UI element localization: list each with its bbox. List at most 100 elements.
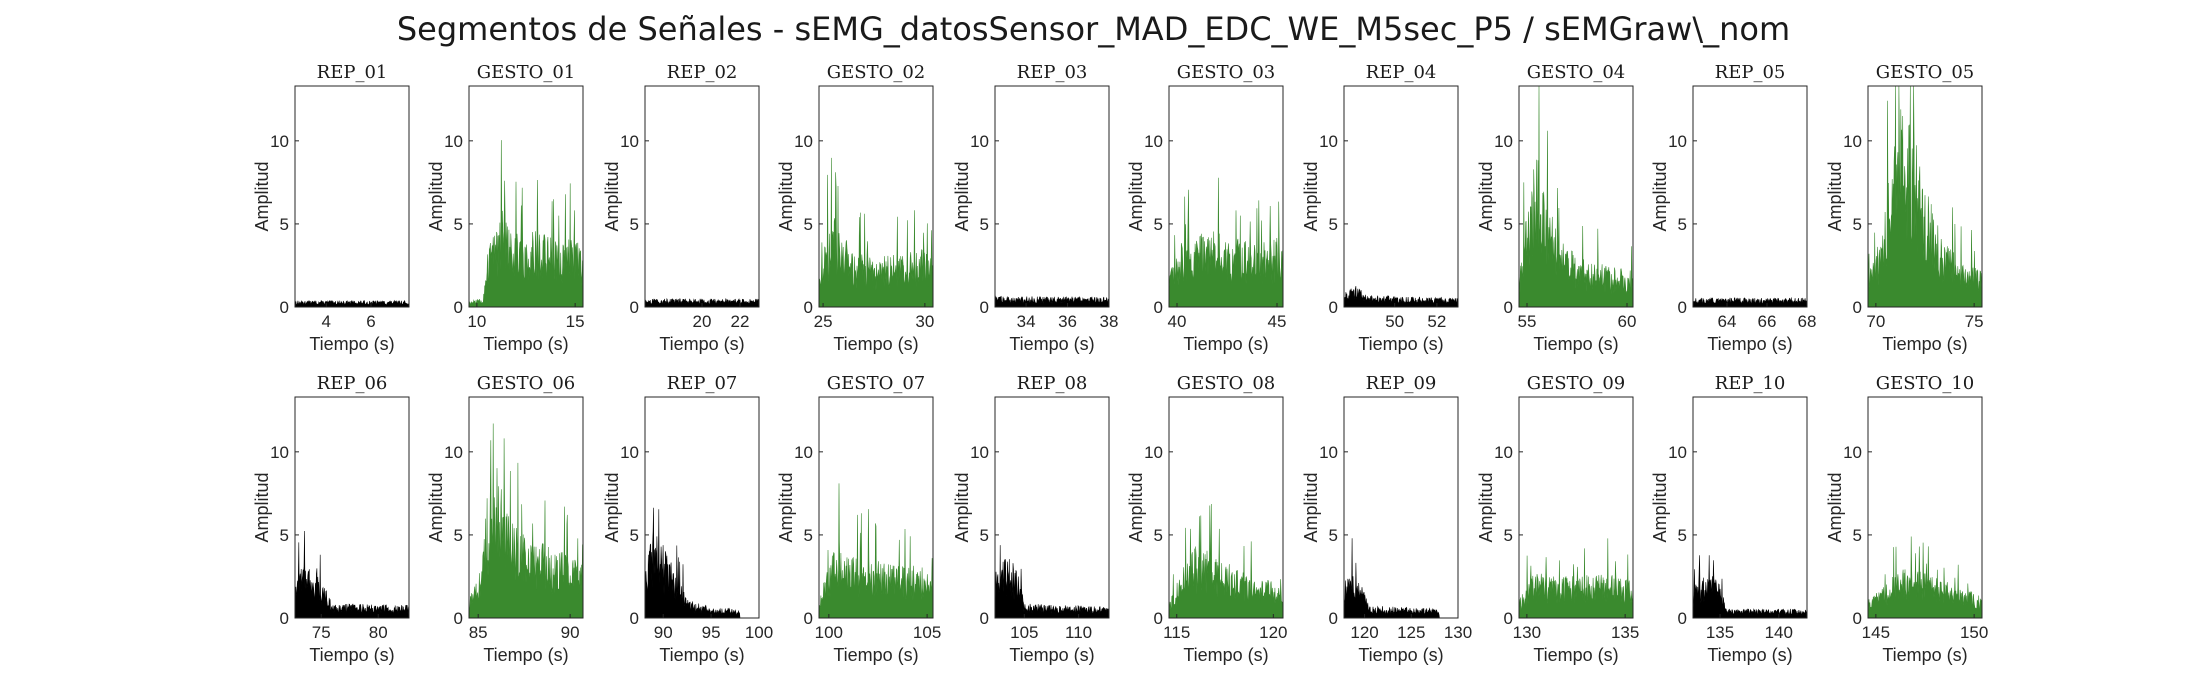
y-axis-label: Amplitud xyxy=(602,472,622,542)
x-tick-label: 50 xyxy=(1385,312,1404,331)
x-tick-label: 125 xyxy=(1397,623,1425,642)
y-tick-label: 0 xyxy=(1154,609,1163,628)
y-tick-label: 0 xyxy=(1154,298,1163,317)
axes-box xyxy=(644,85,760,308)
x-tick-label: 135 xyxy=(1611,623,1639,642)
y-axis-label: Amplitud xyxy=(776,472,796,542)
x-tick-label: 30 xyxy=(915,312,934,331)
y-tick-label: 0 xyxy=(1853,609,1862,628)
y-tick-label: 10 xyxy=(444,443,463,462)
axes-box xyxy=(1518,396,1634,619)
subplot-rep-04: REP_04 0 5 10 50 52 Tiempo (s) Amplitud xyxy=(1301,62,1459,354)
y-tick-label: 5 xyxy=(1329,215,1338,234)
y-tick-label: 0 xyxy=(454,298,463,317)
subplot-rep-05: REP_05 0 5 10 64 66 68 Tiempo (s) Amplitud xyxy=(1650,62,1816,354)
x-tick-label: 64 xyxy=(1718,312,1737,331)
subplot-title: GESTO_10 xyxy=(1876,373,1975,394)
signal-trace xyxy=(1518,85,1634,308)
subplot-title: REP_04 xyxy=(1366,62,1437,83)
y-tick-label: 0 xyxy=(804,298,813,317)
x-axis-label: Tiempo (s) xyxy=(483,645,568,665)
y-tick-label: 0 xyxy=(630,609,639,628)
subplot-gesto-07: GESTO_07 0 5 10 100 105 Tiempo (s) Amplitud xyxy=(776,373,941,665)
subplot-rep-08: REP_08 0 5 10 105 110 Tiempo (s) Amplitud xyxy=(952,373,1110,665)
subplot-title: GESTO_06 xyxy=(477,373,576,394)
y-tick-label: 5 xyxy=(1154,526,1163,545)
signal-trace xyxy=(1867,85,1983,308)
axes-box xyxy=(1867,85,1983,308)
subplot-rep-10: REP_10 0 5 10 135 140 Tiempo (s) Amplitud xyxy=(1650,373,1808,665)
subplot-title: REP_08 xyxy=(1017,373,1088,394)
subplot-title: REP_01 xyxy=(317,62,388,83)
x-axis-label: Tiempo (s) xyxy=(1358,334,1443,354)
subplot-title: REP_10 xyxy=(1715,373,1786,394)
x-tick-label: 60 xyxy=(1618,312,1637,331)
x-axis-label: Tiempo (s) xyxy=(1707,645,1792,665)
y-tick-label: 10 xyxy=(970,132,989,151)
subplot-gesto-06: GESTO_06 0 5 10 85 90 Tiempo (s) Amplitud xyxy=(426,373,584,665)
axes-box xyxy=(644,396,760,619)
subplot-gesto-05: GESTO_05 0 5 10 70 75 Tiempo (s) Amplitud xyxy=(1825,62,1984,354)
x-tick-label: 80 xyxy=(369,623,388,642)
x-tick-label: 85 xyxy=(469,623,488,642)
x-tick-label: 95 xyxy=(702,623,721,642)
x-axis-label: Tiempo (s) xyxy=(309,334,394,354)
x-axis-label: Tiempo (s) xyxy=(1882,645,1967,665)
axes-box xyxy=(294,85,410,308)
y-tick-label: 5 xyxy=(980,215,989,234)
y-axis-label: Amplitud xyxy=(1301,161,1321,231)
x-tick-label: 135 xyxy=(1706,623,1734,642)
y-tick-label: 5 xyxy=(1678,526,1687,545)
axes-box xyxy=(818,396,934,619)
subplot-title: GESTO_02 xyxy=(827,62,926,83)
y-axis-label: Amplitud xyxy=(252,472,272,542)
axes-box xyxy=(994,85,1110,308)
x-tick-label: 15 xyxy=(566,312,585,331)
y-tick-label: 10 xyxy=(794,443,813,462)
y-tick-label: 10 xyxy=(1319,443,1338,462)
x-tick-label: 45 xyxy=(1268,312,1287,331)
y-tick-label: 0 xyxy=(1329,298,1338,317)
subplot-gesto-01: GESTO_01 0 5 10 10 15 Tiempo (s) Amplitud xyxy=(426,62,585,354)
subplot-title: GESTO_03 xyxy=(1177,62,1276,83)
subplot-rep-02: REP_02 0 5 10 20 22 Tiempo (s) Amplitud xyxy=(602,62,760,354)
y-tick-label: 5 xyxy=(804,526,813,545)
signal-trace xyxy=(644,297,760,308)
x-axis-label: Tiempo (s) xyxy=(659,334,744,354)
subplot-title: REP_05 xyxy=(1715,62,1786,83)
y-tick-label: 0 xyxy=(1853,298,1862,317)
subplot-rep-01: REP_01 0 5 10 4 6 Tiempo (s) Amplitud xyxy=(252,62,410,354)
axes-box xyxy=(1168,85,1284,308)
x-tick-label: 90 xyxy=(654,623,673,642)
subplot-title: GESTO_01 xyxy=(477,62,576,83)
axes-box xyxy=(468,85,584,308)
y-tick-label: 0 xyxy=(454,609,463,628)
y-axis-label: Amplitud xyxy=(602,161,622,231)
y-axis-label: Amplitud xyxy=(1476,161,1496,231)
x-axis-label: Tiempo (s) xyxy=(1533,334,1618,354)
y-tick-label: 0 xyxy=(1329,609,1338,628)
x-tick-label: 130 xyxy=(1513,623,1541,642)
x-tick-label: 10 xyxy=(467,312,486,331)
x-tick-label: 130 xyxy=(1444,623,1472,642)
x-axis-label: Tiempo (s) xyxy=(1533,645,1618,665)
subplot-title: GESTO_04 xyxy=(1527,62,1626,83)
y-tick-label: 5 xyxy=(1678,215,1687,234)
y-tick-label: 5 xyxy=(280,526,289,545)
subplot-title: GESTO_08 xyxy=(1177,373,1276,394)
x-tick-label: 100 xyxy=(815,623,843,642)
y-tick-label: 0 xyxy=(280,609,289,628)
y-tick-label: 5 xyxy=(454,526,463,545)
y-tick-label: 5 xyxy=(630,526,639,545)
signal-trace xyxy=(294,299,410,308)
subplot-gesto-09: GESTO_09 0 5 10 130 135 Tiempo (s) Amplitud xyxy=(1476,373,1639,665)
x-tick-label: 20 xyxy=(693,312,712,331)
x-axis-label: Tiempo (s) xyxy=(1358,645,1443,665)
x-axis-label: Tiempo (s) xyxy=(1707,334,1792,354)
x-tick-label: 75 xyxy=(312,623,331,642)
subplot-title: REP_06 xyxy=(317,373,388,394)
subplot-title: REP_03 xyxy=(1017,62,1088,83)
x-tick-label: 38 xyxy=(1100,312,1119,331)
